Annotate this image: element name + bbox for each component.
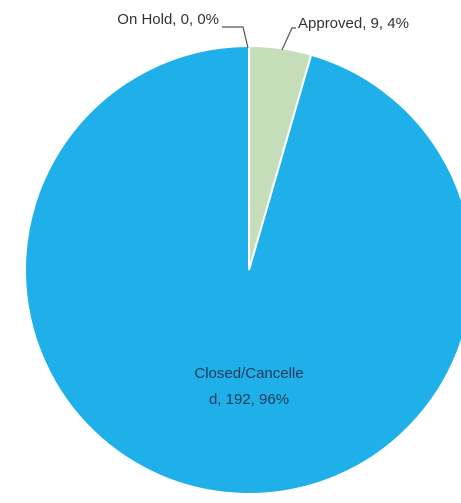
slice-closed-cancelled: [25, 46, 461, 494]
slice-label-on-hold: On Hold, 0, 0%: [117, 11, 219, 28]
leader-line-on-hold: [222, 27, 248, 48]
pie-slices: [25, 46, 461, 494]
leader-line-approved: [282, 28, 296, 50]
slice-label-approved: Approved, 9, 4%: [298, 15, 409, 32]
slice-label-closed-line1: Closed/Cancelle: [194, 365, 303, 382]
slice-label-closed-line2: d, 192, 96%: [209, 391, 289, 408]
